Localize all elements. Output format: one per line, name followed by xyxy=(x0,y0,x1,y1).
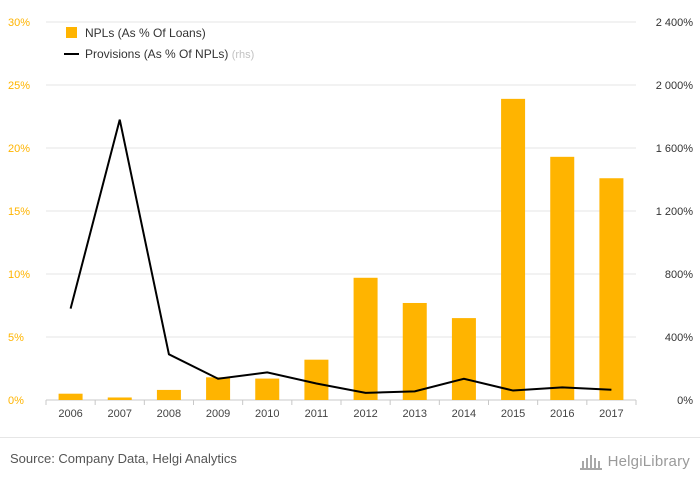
legend-label-npl: NPLs (As % Of Loans) xyxy=(85,26,206,40)
x-tick-label: 2014 xyxy=(452,408,476,420)
npl-bar xyxy=(501,98,526,401)
y-left-tick-label: 25% xyxy=(8,80,30,92)
chart: 0% 5% 10% 15% 20% 25% 30% 0% 400% 800% 1 200% 1 600… xyxy=(8,17,694,420)
y-left-tick-label: 15% xyxy=(8,206,30,218)
x-tick-label: 2009 xyxy=(206,408,230,420)
x-tick-label: 2011 xyxy=(305,408,329,420)
y-left-tick-label: 30% xyxy=(8,17,30,29)
x-tick-label: 2015 xyxy=(501,408,525,420)
y-right-tick-label: 400% xyxy=(665,332,693,344)
x-tick-label: 2007 xyxy=(108,408,132,420)
source-note: Source: Company Data, Helgi Analytics xyxy=(10,451,237,466)
npl-bar xyxy=(304,359,329,400)
y-left-tick-label: 20% xyxy=(8,143,30,155)
y-right-tick-label: 1 200% xyxy=(656,206,694,218)
x-tick-label: 2017 xyxy=(599,408,623,420)
npl-bar xyxy=(402,302,427,400)
provisions-line xyxy=(69,119,612,394)
legend-rhs-note: (rhs) xyxy=(232,49,255,61)
npl-bar xyxy=(550,156,575,400)
helgi-library-logo[interactable]: HelgiLibrary xyxy=(579,450,690,472)
npl-bar xyxy=(156,389,181,400)
library-building-icon xyxy=(579,455,602,470)
npl-bar xyxy=(206,377,231,400)
npl-bar xyxy=(58,393,83,400)
x-tick-label: 2008 xyxy=(157,408,181,420)
npl-bar xyxy=(255,378,280,400)
logo-text: HelgiLibrary xyxy=(607,452,690,470)
y-right-tick-label: 2 400% xyxy=(656,17,694,29)
legend-label-provisions: Provisions (As % Of NPLs) (rhs) xyxy=(85,47,254,61)
y-right-tick-label: 800% xyxy=(665,269,693,281)
npl-bar xyxy=(353,277,378,400)
y-left-tick-label: 0% xyxy=(8,395,24,407)
x-tick-label: 2013 xyxy=(403,408,427,420)
y-right-tick-label: 2 000% xyxy=(656,80,694,92)
npl-bar xyxy=(451,318,476,400)
y-left-tick-label: 10% xyxy=(8,269,30,281)
npl-bar xyxy=(599,178,624,400)
chart-footer: Source: Company Data, Helgi Analytics He… xyxy=(0,437,700,484)
y-right-tick-label: 1 600% xyxy=(656,143,694,155)
npl-bar xyxy=(107,397,132,400)
x-tick-label: 2006 xyxy=(58,408,82,420)
x-tick-label: 2012 xyxy=(353,408,377,420)
x-tick-label: 2016 xyxy=(550,408,574,420)
y-right-tick-label: 0% xyxy=(677,395,693,407)
legend-swatch-npl xyxy=(66,27,77,38)
y-left-tick-label: 5% xyxy=(8,332,24,344)
x-tick-label: 2010 xyxy=(255,408,279,420)
